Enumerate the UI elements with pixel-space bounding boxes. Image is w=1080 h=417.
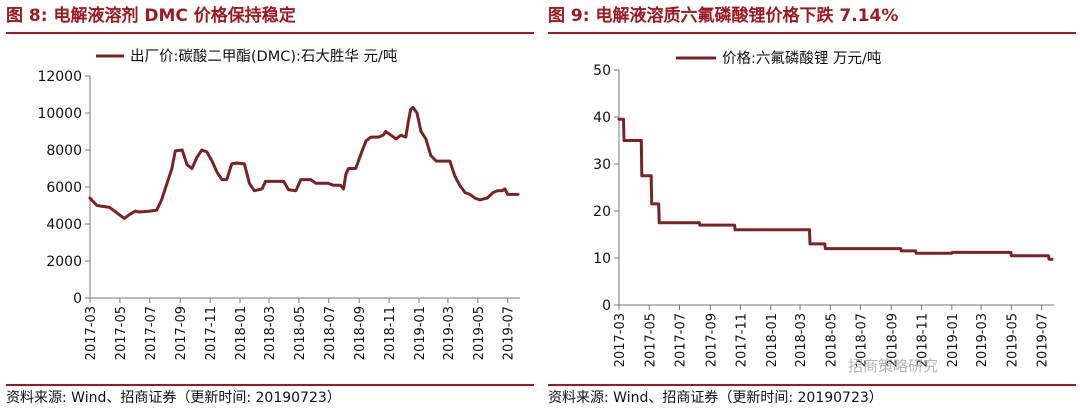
figure-title: 图 9: 电解液溶质六氟磷酸锂价格下跌 7.14%	[548, 6, 899, 26]
x-tick-label: 2018-07	[323, 306, 338, 360]
x-tick-label: 2018-09	[353, 306, 368, 360]
chart-panel-dmc: 图 8: 电解液溶剂 DMC 价格保持稳定 0 2000 4000 6000 8000 1…	[6, 0, 534, 417]
x-tick-label: 2017-09	[174, 306, 189, 360]
x-tick-label: 2017-03	[84, 306, 99, 360]
x-tick-label: 2017-03	[613, 313, 628, 367]
x-tick-label: 2019-03	[442, 306, 457, 360]
y-tick-label: 6000	[46, 180, 82, 196]
chart-panel-lipf6: 图 9: 电解液溶质六氟磷酸锂价格下跌 7.14% 0 10 20 30 40 50 201…	[548, 0, 1076, 417]
x-tick-label: 2019-07	[1036, 313, 1051, 367]
y-tick-label: 8000	[46, 143, 82, 159]
y-tick-label: 0	[73, 291, 82, 307]
x-tick-label: 2017-11	[204, 306, 219, 360]
title-rule	[548, 32, 1076, 34]
x-tick-label: 2019-01	[413, 306, 428, 360]
source-rule	[548, 384, 1076, 386]
series-line	[88, 106, 520, 220]
x-tick-label: 2017-11	[735, 313, 750, 367]
x-tick-label: 2018-01	[765, 313, 780, 367]
y-tick-label: 0	[602, 298, 611, 314]
x-tick-label: 2018-03	[263, 306, 278, 360]
x-tick-label: 2018-05	[824, 313, 839, 367]
x-tick-label: 2017-05	[114, 306, 129, 360]
x-tick-label: 2017-07	[144, 306, 159, 360]
x-tick-label: 2018-11	[916, 313, 931, 367]
x-tick-label: 2018-09	[885, 313, 900, 367]
figure-title: 图 8: 电解液溶剂 DMC 价格保持稳定	[6, 6, 296, 26]
y-tick-label: 12000	[37, 69, 82, 85]
y-tick-label: 40	[593, 110, 611, 126]
source-note: 资料来源: Wind、招商证券（更新时间: 20190723）	[548, 390, 883, 406]
y-tick-label: 10	[593, 251, 611, 267]
watermark-text: 招商策略研究	[848, 357, 939, 375]
x-tick-label: 2019-01	[946, 313, 961, 367]
source-rule	[6, 384, 534, 386]
y-tick-label: 10000	[37, 106, 82, 122]
lipf6-price-chart: 0 10 20 30 40 50 2017-03 2017-05 2017-07 2017-09 2…	[593, 50, 1054, 367]
x-tick-label: 2017-05	[643, 313, 658, 367]
x-tick-label: 2018-07	[855, 313, 870, 367]
x-tick-label: 2018-03	[794, 313, 809, 367]
x-tick-label: 2017-09	[704, 313, 719, 367]
legend-label: 出厂价:碳酸二甲酯(DMC):石大胜华 元/吨	[130, 48, 397, 65]
x-tick-label: 2018-11	[383, 306, 398, 360]
y-tick-label: 2000	[46, 254, 82, 270]
title-rule	[6, 32, 534, 34]
x-tick-label: 2018-01	[234, 306, 249, 360]
series-line	[617, 117, 1054, 261]
x-tick-label: 2019-07	[502, 306, 517, 360]
x-tick-label: 2018-05	[293, 306, 308, 360]
y-tick-label: 30	[593, 157, 611, 173]
y-tick-label: 50	[593, 63, 611, 79]
x-tick-label: 2019-05	[1005, 313, 1020, 367]
x-tick-label: 2017-07	[674, 313, 689, 367]
legend-label: 价格:六氟磷酸锂 万元/吨	[722, 50, 881, 67]
y-tick-label: 4000	[46, 217, 82, 233]
x-tick-label: 2019-03	[975, 313, 990, 367]
source-note: 资料来源: Wind、招商证券（更新时间: 20190723）	[6, 390, 341, 406]
x-tick-label: 2019-05	[472, 306, 487, 360]
y-tick-label: 20	[593, 204, 611, 220]
dmc-price-chart: 0 2000 4000 6000 8000 10000 12000 2017-03 2017-0…	[37, 48, 520, 360]
